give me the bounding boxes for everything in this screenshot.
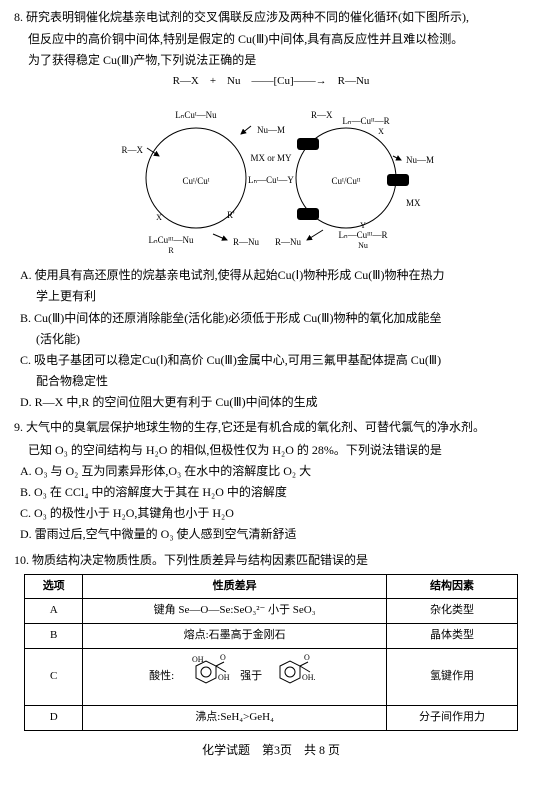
- cell-d1: D: [25, 706, 83, 731]
- q9-stem-1: 9. 大气中的臭氧层保护地球生物的生存,它还是有机合成的氧化剂、可替代氯气的净水…: [14, 418, 528, 437]
- svg-text:X: X: [156, 213, 162, 222]
- svg-text:Nu—M: Nu—M: [257, 125, 285, 135]
- svg-text:OH: OH: [218, 673, 230, 682]
- svg-text:Lₙ—Cuᴵᴵᴵ—R: Lₙ—Cuᴵᴵᴵ—R: [339, 230, 388, 240]
- q10-stem: 10. 物质结构决定物质性质。下列性质差异与结构因素匹配错误的是: [14, 551, 528, 570]
- q8-stem-1: 8. 研究表明铜催化烷基亲电试剂的交叉偶联反应涉及两种不同的催化循环(如下图所示…: [14, 8, 528, 27]
- q9-opt-d: D. 雷雨过后,空气中微量的 O₃ 使人感到空气清新舒适: [14, 525, 528, 544]
- table-row-a: A 键角 Se—O—Se:SeO₃²⁻ 小于 SeO₃ 杂化类型: [25, 599, 517, 624]
- cell-c2-prefix: 酸性:: [149, 668, 174, 686]
- question-8: 8. 研究表明铜催化烷基亲电试剂的交叉偶联反应涉及两种不同的催化循环(如下图所示…: [14, 8, 528, 412]
- mol-benzoic-icon: O OH.: [270, 652, 320, 703]
- svg-text:OH.: OH.: [302, 673, 316, 682]
- svg-text:MX: MX: [406, 198, 421, 208]
- cell-c2: 酸性: OH O OH 强于: [83, 648, 387, 706]
- q8-opt-a2: 学上更有利: [14, 287, 528, 306]
- q8-opt-b: B. Cu(Ⅲ)中间体的还原消除能垒(活化能)必须低于形成 Cu(Ⅲ)物种的氧化…: [14, 309, 528, 328]
- svg-text:Lₙ—Cuᴵ—Y: Lₙ—Cuᴵ—Y: [248, 175, 294, 185]
- th-factor: 结构因素: [387, 574, 518, 599]
- svg-text:R—Nu: R—Nu: [233, 237, 260, 247]
- svg-text:Lₙ—Cuᴵᴵ—R: Lₙ—Cuᴵᴵ—R: [342, 116, 389, 126]
- svg-text:Nu: Nu: [358, 241, 368, 250]
- svg-text:MX or MY: MX or MY: [250, 153, 292, 163]
- table-row-b: B 熔点:石墨高于金刚石 晶体类型: [25, 623, 517, 648]
- svg-text:Cuᴵ/Cuᴵ: Cuᴵ/Cuᴵ: [182, 176, 209, 186]
- q8-opt-c: C. 吸电子基团可以稳定Cu(Ⅰ)和高价 Cu(Ⅲ)金属中心,可用三氟甲基配体提…: [14, 351, 528, 370]
- mol-salicylic-icon: OH O OH: [182, 652, 232, 703]
- cell-c2-mid: 强于: [240, 668, 262, 686]
- svg-text:R—Nu: R—Nu: [275, 237, 302, 247]
- cell-a1: A: [25, 599, 83, 624]
- svg-text:R': R': [227, 210, 235, 220]
- q8-line2: 但反应中的高价铜中间体,特别是假定的 Cu(Ⅲ)中间体,具有高反应性并且难以检测…: [14, 30, 528, 49]
- q9-opt-b: B. O₃ 在 CCl₄ 中的溶解度大于其在 H₂O 中的溶解度: [14, 483, 528, 502]
- question-9: 9. 大气中的臭氧层保护地球生物的生存,它还是有机合成的氧化剂、可替代氯气的净水…: [14, 418, 528, 544]
- q10-num: 10.: [14, 553, 29, 567]
- page-footer: 化学试题 第3页 共 8 页: [14, 741, 528, 760]
- q8-diagram: LₙCuᴵ—Nu R—X Cuᴵ/Cuᴵ X LₙCuᴵᴵᴵ—Nu R R—Nu…: [14, 98, 528, 258]
- cell-a3: 杂化类型: [387, 599, 518, 624]
- q10-line1: 物质结构决定物质性质。下列性质差异与结构因素匹配错误的是: [32, 553, 368, 567]
- cell-b1: B: [25, 623, 83, 648]
- svg-text:LₙCuᴵᴵᴵ—Nu: LₙCuᴵᴵᴵ—Nu: [149, 235, 194, 245]
- cell-b2: 熔点:石墨高于金刚石: [83, 623, 387, 648]
- svg-text:R—X: R—X: [121, 145, 143, 155]
- svg-text:O: O: [304, 653, 310, 662]
- svg-text:Y: Y: [360, 221, 366, 230]
- q9-line1: 大气中的臭氧层保护地球生物的生存,它还是有机合成的氧化剂、可替代氯气的净水剂。: [26, 420, 485, 434]
- q9-num: 9.: [14, 420, 23, 434]
- cell-b3: 晶体类型: [387, 623, 518, 648]
- q8-line3: 为了获得稳定 Cu(Ⅲ)产物,下列说法正确的是: [14, 51, 528, 70]
- q8-line1: 研究表明铜催化烷基亲电试剂的交叉偶联反应涉及两种不同的催化循环(如下图所示),: [26, 10, 469, 24]
- cell-c1: C: [25, 648, 83, 706]
- q9-opt-c: C. O₃ 的极性小于 H₂O,其键角也小于 H₂O: [14, 504, 528, 523]
- cell-c3: 氢键作用: [387, 648, 518, 706]
- th-diff: 性质差异: [83, 574, 387, 599]
- q10-table: 选项 性质差异 结构因素 A 键角 Se—O—Se:SeO₃²⁻ 小于 SeO₃…: [24, 574, 517, 731]
- q8-opt-d: D. R—X 中,R 的空间位阻大更有利于 Cu(Ⅲ)中间体的生成: [14, 393, 528, 412]
- q8-num: 8.: [14, 10, 23, 24]
- question-10: 10. 物质结构决定物质性质。下列性质差异与结构因素匹配错误的是 选项 性质差异…: [14, 551, 528, 731]
- cell-a2: 键角 Se—O—Se:SeO₃²⁻ 小于 SeO₃: [83, 599, 387, 624]
- th-option: 选项: [25, 574, 83, 599]
- svg-text:LₙCuᴵ—Nu: LₙCuᴵ—Nu: [175, 110, 217, 120]
- cell-d3: 分子间作用力: [387, 706, 518, 731]
- svg-text:OH: OH: [192, 655, 204, 664]
- svg-text:O: O: [220, 653, 226, 662]
- table-header-row: 选项 性质差异 结构因素: [25, 574, 517, 599]
- svg-text:Nu—M: Nu—M: [406, 155, 434, 165]
- q9-opt-a: A. O₃ 与 O₂ 互为同素异形体,O₃ 在水中的溶解度比 O₂ 大: [14, 462, 528, 481]
- q8-equation: R—X + Nu ——[Cu]——→ R—Nu: [14, 73, 528, 91]
- svg-text:Cuᴵ/Cuᴵᴵ: Cuᴵ/Cuᴵᴵ: [332, 176, 361, 186]
- q8-opt-a: A. 使用具有高还原性的烷基亲电试剂,使得从起始Cu(Ⅰ)物种形成 Cu(Ⅲ)物…: [14, 266, 528, 285]
- table-row-d: D 沸点:SeH₄>GeH₄ 分子间作用力: [25, 706, 517, 731]
- q9-line2: 已知 O₃ 的空间结构与 H₂O 的相似,但极性仅为 H₂O 的 28%。下列说…: [14, 441, 528, 460]
- q8-opt-c2: 配合物稳定性: [14, 372, 528, 391]
- cell-d2: 沸点:SeH₄>GeH₄: [83, 706, 387, 731]
- q8-opt-b2: (活化能): [14, 330, 528, 349]
- svg-text:R—X: R—X: [311, 110, 333, 120]
- svg-text:X: X: [378, 127, 384, 136]
- svg-text:R: R: [168, 246, 174, 255]
- table-row-c: C 酸性: OH O OH: [25, 648, 517, 706]
